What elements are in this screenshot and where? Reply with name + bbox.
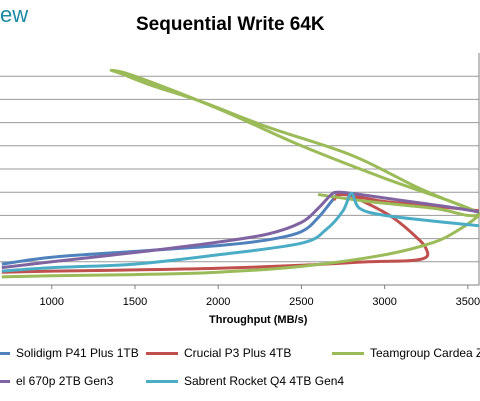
x-tick-label: 1000 [40, 296, 64, 308]
legend-label: Crucial P3 Plus 4TB [184, 346, 292, 360]
x-tick-label: 3000 [372, 296, 396, 308]
legend-swatch [146, 352, 178, 356]
series-line [1, 192, 340, 266]
x-axis-title: Throughput (MB/s) [209, 314, 308, 326]
legend-item: Sabrent Rocket Q4 4TB Gen4 [146, 374, 344, 388]
series-line [1, 191, 480, 274]
series-lines [1, 68, 480, 279]
legend-label: Teamgroup Cardea Z [370, 346, 480, 360]
legend-label: el 670p 2TB Gen3 [16, 374, 114, 388]
x-tick-label: 2000 [206, 296, 230, 308]
axis-frame [0, 53, 480, 286]
series-line [1, 191, 480, 273]
series-line [1, 68, 480, 279]
x-tick-label: 1500 [123, 296, 147, 308]
legend-item: Solidigm P41 Plus 1TB [0, 346, 139, 360]
x-tick-label: 3500 [456, 296, 480, 308]
legend-item: Crucial P3 Plus 4TB [146, 346, 291, 360]
legend-swatch [332, 352, 364, 356]
chart-title: Sequential Write 64K [136, 14, 325, 35]
legend-swatch [146, 380, 178, 384]
legend-swatch [0, 380, 10, 384]
series-line [1, 190, 480, 270]
legend-item: Teamgroup Cardea Z [332, 346, 480, 360]
legend-swatch [0, 352, 10, 356]
legend-label: Sabrent Rocket Q4 4TB Gen4 [184, 374, 345, 388]
x-tick-label: 2500 [289, 296, 313, 308]
x-tick-labels: 1000 1500 2000 2500 3000 3500 [40, 285, 480, 308]
legend-label: Solidigm P41 Plus 1TB [16, 346, 139, 360]
legend-item: el 670p 2TB Gen3 [0, 374, 113, 388]
site-logo-fragment: ew [0, 2, 29, 27]
